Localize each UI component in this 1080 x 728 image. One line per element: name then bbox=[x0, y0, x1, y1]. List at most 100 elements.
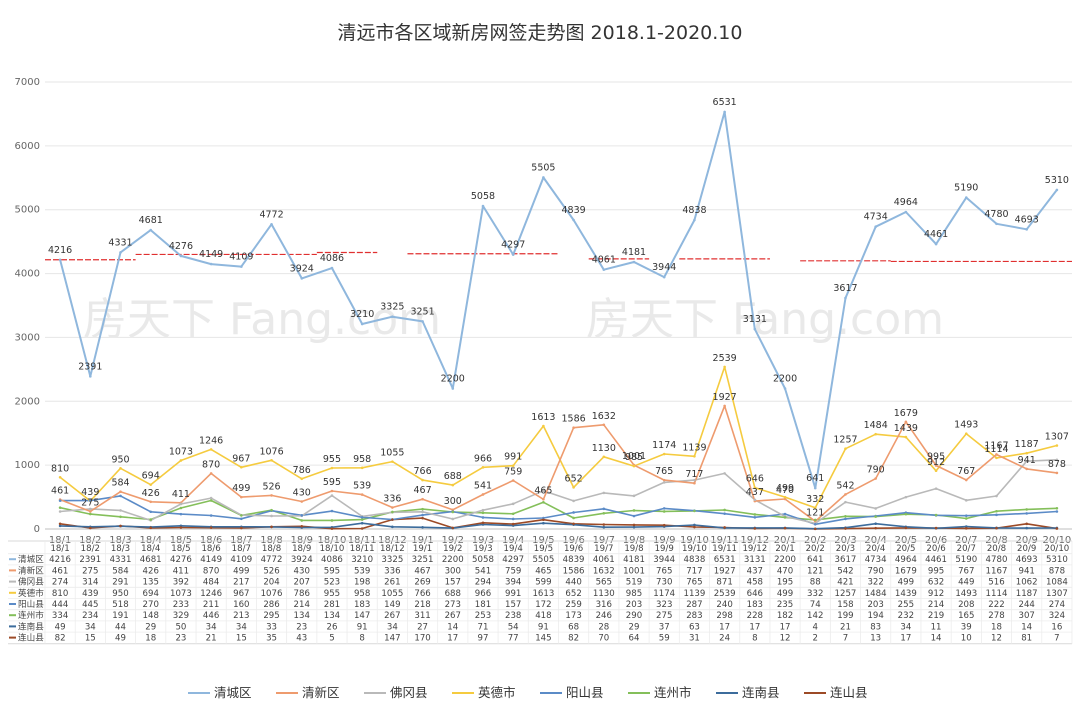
data-point bbox=[119, 494, 122, 498]
table-cell: 4181 bbox=[623, 555, 645, 565]
table-cell: 17 bbox=[749, 622, 760, 632]
table-cell: 232 bbox=[898, 611, 914, 621]
data-point bbox=[1025, 451, 1028, 455]
table-cell: 68 bbox=[568, 622, 579, 632]
data-label: 4297 bbox=[501, 240, 525, 251]
table-cell: 2391 bbox=[79, 555, 101, 565]
data-point bbox=[572, 511, 575, 514]
data-label: 121 bbox=[806, 507, 824, 518]
data-point bbox=[542, 498, 545, 501]
data-label: 694 bbox=[142, 471, 160, 482]
data-point bbox=[572, 522, 575, 526]
data-label: 4772 bbox=[259, 209, 283, 220]
table-cell: 323 bbox=[656, 600, 672, 610]
table-cell: 5 bbox=[329, 634, 334, 644]
table-cell: 4109 bbox=[230, 555, 252, 565]
table-cell: 49 bbox=[55, 622, 66, 632]
table-header-cell: 18/12 bbox=[380, 544, 405, 554]
data-point bbox=[360, 322, 364, 326]
data-label: 4964 bbox=[894, 197, 918, 208]
table-cell: 1586 bbox=[563, 566, 585, 576]
table-cell: 37 bbox=[659, 622, 670, 632]
table-cell: 21 bbox=[840, 622, 851, 632]
data-point bbox=[874, 522, 877, 525]
data-point bbox=[632, 260, 636, 264]
data-label: 786 bbox=[293, 465, 311, 476]
data-point bbox=[1055, 188, 1059, 192]
data-point bbox=[179, 502, 183, 506]
data-point bbox=[844, 447, 847, 451]
table-cell: 786 bbox=[294, 589, 310, 599]
series-line bbox=[59, 405, 1058, 523]
table-header-cell: 20/1 bbox=[775, 544, 794, 554]
table-cell: 24 bbox=[719, 634, 730, 644]
table-cell: 426 bbox=[143, 566, 159, 576]
data-point bbox=[572, 218, 575, 222]
data-point bbox=[511, 512, 515, 516]
data-point bbox=[572, 516, 575, 520]
data-point bbox=[1055, 471, 1059, 475]
table-cell: 3210 bbox=[351, 555, 373, 565]
table-cell: 34 bbox=[900, 622, 911, 632]
data-point bbox=[119, 251, 122, 254]
data-point bbox=[783, 495, 787, 499]
table-cell: 298 bbox=[716, 611, 732, 621]
table-cell: 54 bbox=[508, 622, 519, 632]
data-label: 717 bbox=[685, 469, 703, 480]
data-point bbox=[58, 258, 62, 262]
data-point bbox=[1025, 512, 1028, 515]
data-point bbox=[511, 464, 515, 468]
data-point bbox=[904, 420, 908, 424]
data-point bbox=[723, 526, 726, 529]
data-point bbox=[270, 458, 273, 462]
table-cell: 81 bbox=[1021, 634, 1032, 644]
table-cell: 790 bbox=[867, 566, 883, 576]
table-cell: 17 bbox=[900, 634, 911, 644]
series-line bbox=[60, 495, 1057, 526]
table-cell: 1679 bbox=[895, 566, 917, 576]
table-header-cell: 20/3 bbox=[836, 544, 855, 554]
table-header-cell: 19/1 bbox=[413, 544, 432, 554]
chart-title: 清远市各区域新房网签走势图 2018.1-2020.10 bbox=[337, 22, 743, 44]
table-cell: 1187 bbox=[1016, 589, 1038, 599]
table-cell: 4297 bbox=[502, 555, 524, 565]
data-point bbox=[934, 469, 938, 473]
table-cell: 194 bbox=[867, 611, 883, 621]
data-point bbox=[451, 483, 455, 487]
table-cell: 3131 bbox=[744, 555, 766, 565]
table-cell: 33 bbox=[266, 622, 277, 632]
data-point bbox=[149, 510, 153, 514]
data-label: 2200 bbox=[441, 374, 465, 385]
data-point bbox=[783, 526, 787, 530]
table-cell: 1484 bbox=[865, 589, 887, 599]
data-point bbox=[360, 466, 364, 470]
data-point bbox=[693, 525, 696, 529]
data-point bbox=[179, 512, 183, 516]
table-cell: 694 bbox=[143, 589, 159, 599]
data-point bbox=[58, 499, 62, 502]
y-tick-label: 3000 bbox=[15, 332, 40, 343]
table-cell: 29 bbox=[629, 622, 640, 632]
table-cell: 273 bbox=[445, 600, 461, 610]
data-point bbox=[209, 472, 213, 475]
table-cell: 234 bbox=[82, 611, 98, 621]
data-label: 941 bbox=[1018, 455, 1036, 466]
data-point bbox=[511, 502, 515, 506]
data-point bbox=[481, 204, 485, 208]
data-label: 4216 bbox=[48, 245, 72, 256]
table-cell: 967 bbox=[233, 589, 249, 599]
data-label: 4331 bbox=[108, 237, 132, 248]
series-line bbox=[60, 459, 1057, 525]
table-cell: 7 bbox=[843, 634, 848, 644]
table-cell: 599 bbox=[535, 578, 551, 588]
table-cell: 135 bbox=[143, 578, 159, 588]
table-cell: 34 bbox=[236, 622, 247, 632]
table-cell: 632 bbox=[928, 578, 944, 588]
table-cell: 499 bbox=[233, 566, 249, 576]
data-label: 4109 bbox=[229, 252, 253, 263]
table-cell: 17 bbox=[780, 622, 791, 632]
data-point bbox=[662, 510, 666, 513]
data-point bbox=[240, 514, 243, 517]
data-point bbox=[995, 453, 998, 456]
table-cell: 267 bbox=[445, 611, 461, 621]
